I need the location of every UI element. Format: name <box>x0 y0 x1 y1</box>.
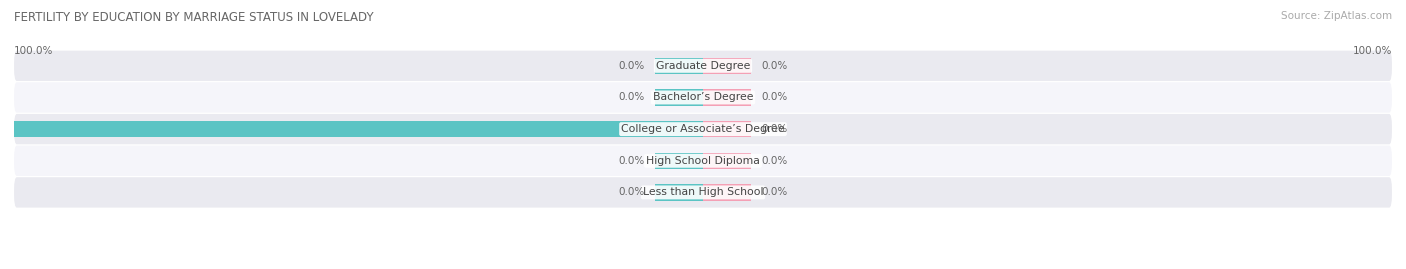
Text: 0.0%: 0.0% <box>762 61 787 71</box>
Bar <box>655 153 703 169</box>
Bar <box>703 58 751 74</box>
Text: Less than High School: Less than High School <box>643 187 763 197</box>
Bar <box>703 89 751 106</box>
FancyBboxPatch shape <box>14 114 1392 144</box>
Text: 0.0%: 0.0% <box>762 156 787 166</box>
Text: 0.0%: 0.0% <box>619 93 644 102</box>
FancyBboxPatch shape <box>14 82 1392 113</box>
Bar <box>655 184 703 201</box>
Text: FERTILITY BY EDUCATION BY MARRIAGE STATUS IN LOVELADY: FERTILITY BY EDUCATION BY MARRIAGE STATU… <box>14 11 374 24</box>
Text: 100.0%: 100.0% <box>1353 46 1392 56</box>
Bar <box>14 121 703 137</box>
Text: 0.0%: 0.0% <box>762 93 787 102</box>
Bar <box>703 153 751 169</box>
Bar <box>655 89 703 106</box>
Legend: Married, Unmarried: Married, Unmarried <box>628 268 778 269</box>
Text: Bachelor’s Degree: Bachelor’s Degree <box>652 93 754 102</box>
FancyBboxPatch shape <box>14 146 1392 176</box>
Text: 100.0%: 100.0% <box>14 46 53 56</box>
Text: 0.0%: 0.0% <box>762 187 787 197</box>
FancyBboxPatch shape <box>14 51 1392 81</box>
Text: College or Associate’s Degree: College or Associate’s Degree <box>621 124 785 134</box>
FancyBboxPatch shape <box>14 177 1392 208</box>
Bar <box>703 184 751 201</box>
Text: 0.0%: 0.0% <box>619 187 644 197</box>
Text: 100.0%: 100.0% <box>0 124 4 134</box>
Bar <box>703 121 751 137</box>
Text: High School Diploma: High School Diploma <box>647 156 759 166</box>
Text: 0.0%: 0.0% <box>619 61 644 71</box>
Text: Graduate Degree: Graduate Degree <box>655 61 751 71</box>
Text: 0.0%: 0.0% <box>619 156 644 166</box>
Text: Source: ZipAtlas.com: Source: ZipAtlas.com <box>1281 11 1392 21</box>
Text: 0.0%: 0.0% <box>762 124 787 134</box>
Bar <box>655 58 703 74</box>
